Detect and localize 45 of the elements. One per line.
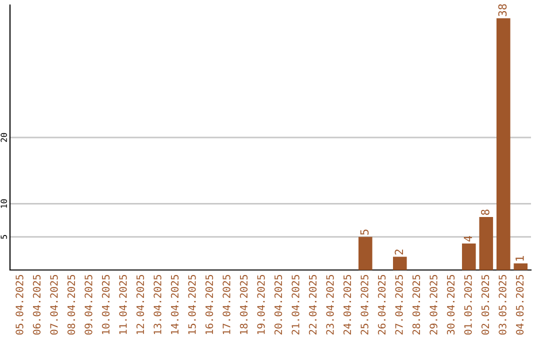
x-tick-label: 10.04.2025 bbox=[102, 274, 110, 334]
bar bbox=[496, 18, 510, 270]
x-tick-label: 07.04.2025 bbox=[50, 274, 58, 335]
x-tick-label: 08.04.2025 bbox=[67, 274, 76, 335]
x-tick-label: 02.05.2025 bbox=[481, 274, 490, 335]
x-tick-label: 12.04.2025 bbox=[136, 274, 144, 334]
x-tick-label: 06.04.2025 bbox=[32, 274, 41, 335]
x-tick-label: 19.04.2025 bbox=[257, 274, 265, 334]
data-label: 5 bbox=[360, 230, 369, 235]
x-tick-label: 15.04.2025 bbox=[188, 274, 196, 334]
x-tick-label: 04.05.2025 bbox=[516, 274, 524, 335]
data-label: 2 bbox=[394, 250, 403, 255]
y-tick-label: 10 bbox=[0, 199, 7, 208]
x-tick-label: 29.04.2025 bbox=[430, 274, 438, 334]
bar bbox=[392, 256, 407, 270]
x-tick-label: 26.04.2025 bbox=[378, 274, 386, 334]
y-tick-label: 5 bbox=[0, 235, 7, 239]
data-label: 8 bbox=[480, 210, 490, 215]
x-tick-label: 30.04.2025 bbox=[446, 274, 455, 335]
data-label: 4 bbox=[464, 236, 472, 242]
x-tick-label: 22.04.2025 bbox=[308, 274, 317, 334]
x-tick-label: 16.04.2025 bbox=[205, 274, 214, 334]
x-tick-label: 28.04.2025 bbox=[412, 274, 420, 334]
x-tick-label: 25.04.2025 bbox=[360, 274, 368, 334]
x-tick-label: 14.04.2025 bbox=[170, 274, 179, 334]
bar bbox=[514, 263, 528, 270]
x-tick-label: 24.04.2025 bbox=[343, 274, 352, 334]
x-tick-label: 17.04.2025 bbox=[222, 274, 230, 334]
bar bbox=[462, 244, 476, 270]
data-label: 38 bbox=[498, 4, 507, 16]
x-tick-label: 05.04.2025 bbox=[16, 274, 24, 335]
x-tick-label: 13.04.2025 bbox=[154, 274, 162, 334]
bar bbox=[479, 217, 494, 270]
x-tick-label: 09.04.2025 bbox=[84, 274, 92, 335]
x-tick-label: 21.04.2025 bbox=[292, 274, 300, 334]
x-tick-label: 23.04.2025 bbox=[326, 274, 334, 334]
y-tick-label: 20 bbox=[0, 133, 7, 142]
x-tick-label: 11.04.2025 bbox=[119, 274, 127, 334]
x-tick-label: 18.04.2025 bbox=[240, 274, 248, 334]
data-label: 1 bbox=[516, 256, 524, 261]
x-tick-label: 01.05.2025 bbox=[464, 274, 472, 335]
x-tick-label: 20.04.2025 bbox=[274, 274, 282, 334]
x-tick-label: 27.04.2025 bbox=[395, 274, 403, 334]
bar bbox=[358, 236, 372, 270]
x-tick-label: 03.05.2025 bbox=[498, 274, 506, 335]
